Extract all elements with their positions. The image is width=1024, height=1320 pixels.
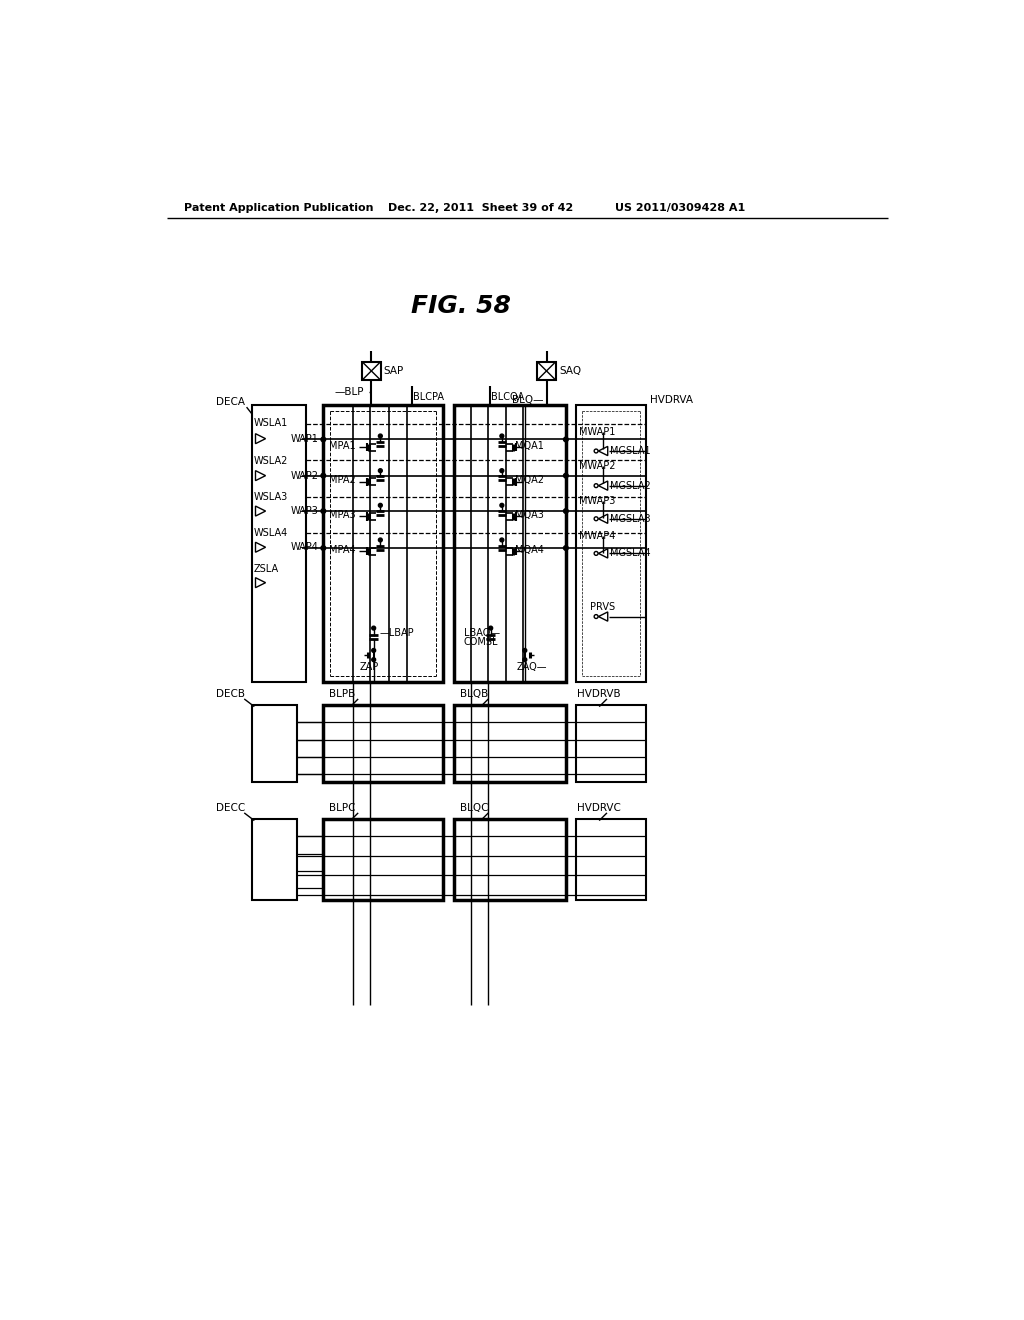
Text: WSLA3: WSLA3 xyxy=(254,492,288,502)
Text: DECA: DECA xyxy=(216,397,245,407)
Text: COMSL: COMSL xyxy=(464,638,498,647)
Text: WSLA4: WSLA4 xyxy=(254,528,288,539)
Text: US 2011/0309428 A1: US 2011/0309428 A1 xyxy=(614,203,744,213)
Text: MQA2: MQA2 xyxy=(515,475,545,486)
Text: WSLA2: WSLA2 xyxy=(254,455,288,466)
Text: SAQ: SAQ xyxy=(559,366,581,376)
Bar xyxy=(575,818,646,900)
Circle shape xyxy=(563,437,568,442)
Text: ZSLA: ZSLA xyxy=(254,564,279,574)
Circle shape xyxy=(500,469,504,473)
Bar xyxy=(252,818,297,900)
Bar xyxy=(324,705,442,781)
Circle shape xyxy=(500,539,504,543)
Bar xyxy=(252,405,306,682)
Text: WAP2: WAP2 xyxy=(291,471,318,480)
Circle shape xyxy=(379,503,382,507)
Text: WSLA1: WSLA1 xyxy=(254,418,288,428)
Bar xyxy=(575,705,646,781)
Text: MPA1: MPA1 xyxy=(330,441,356,450)
Text: MWAP1: MWAP1 xyxy=(579,426,615,437)
Bar xyxy=(454,705,566,781)
Bar xyxy=(324,818,442,900)
Text: DECC: DECC xyxy=(216,804,245,813)
Circle shape xyxy=(372,657,376,661)
Circle shape xyxy=(379,539,382,543)
Text: MPA2: MPA2 xyxy=(330,475,356,486)
Text: DECB: DECB xyxy=(216,689,245,700)
Circle shape xyxy=(500,434,504,438)
Text: MWAP2: MWAP2 xyxy=(579,462,615,471)
Text: WAP3: WAP3 xyxy=(291,506,318,516)
Circle shape xyxy=(372,626,376,630)
Text: PRVS: PRVS xyxy=(590,602,615,612)
Text: MQA1: MQA1 xyxy=(515,441,545,450)
Text: MGSLA2: MGSLA2 xyxy=(610,480,651,491)
Text: MGSLA3: MGSLA3 xyxy=(610,513,650,524)
Circle shape xyxy=(372,648,376,652)
Text: FIG. 58: FIG. 58 xyxy=(412,294,511,318)
Bar xyxy=(362,362,381,380)
Bar xyxy=(454,405,566,682)
Text: BLPB: BLPB xyxy=(330,689,355,700)
Circle shape xyxy=(488,626,493,630)
Text: MPA3: MPA3 xyxy=(330,510,356,520)
Text: MPA4: MPA4 xyxy=(330,545,356,554)
Text: —LBAP: —LBAP xyxy=(380,628,415,638)
Text: BLCQA: BLCQA xyxy=(492,392,524,403)
Circle shape xyxy=(321,508,326,513)
Text: Patent Application Publication: Patent Application Publication xyxy=(183,203,374,213)
Text: BLQB: BLQB xyxy=(460,689,488,700)
Circle shape xyxy=(321,437,326,442)
Text: BLCPA: BLCPA xyxy=(414,392,444,403)
Circle shape xyxy=(523,648,526,652)
Circle shape xyxy=(321,474,326,478)
Text: BLQC: BLQC xyxy=(460,804,488,813)
Circle shape xyxy=(563,474,568,478)
Bar xyxy=(324,405,442,682)
Text: HVDRVB: HVDRVB xyxy=(578,689,622,700)
Bar xyxy=(252,705,297,781)
Text: BLPC: BLPC xyxy=(330,804,356,813)
Text: MWAP3: MWAP3 xyxy=(579,496,615,506)
Bar xyxy=(538,362,556,380)
Circle shape xyxy=(563,508,568,513)
Bar xyxy=(575,405,646,682)
Text: ZAQ—: ZAQ— xyxy=(517,663,548,672)
Text: MGSLA1: MGSLA1 xyxy=(610,446,650,455)
Text: LBAQ—: LBAQ— xyxy=(464,628,500,638)
Circle shape xyxy=(379,434,382,438)
Text: MWAP4: MWAP4 xyxy=(579,531,615,541)
Text: MQA3: MQA3 xyxy=(515,510,545,520)
Text: —BLP: —BLP xyxy=(334,388,364,397)
Circle shape xyxy=(523,657,526,661)
Text: SAP: SAP xyxy=(384,366,404,376)
Bar xyxy=(454,818,566,900)
Circle shape xyxy=(321,545,326,550)
Text: HVDRVC: HVDRVC xyxy=(578,804,622,813)
Text: HVDRVA: HVDRVA xyxy=(649,395,692,405)
Circle shape xyxy=(500,503,504,507)
Text: MGSLA4: MGSLA4 xyxy=(610,548,650,558)
Text: Dec. 22, 2011  Sheet 39 of 42: Dec. 22, 2011 Sheet 39 of 42 xyxy=(388,203,572,213)
Text: MQA4: MQA4 xyxy=(515,545,545,554)
Text: BLQ—: BLQ— xyxy=(512,395,544,405)
Text: WAP4: WAP4 xyxy=(291,543,318,552)
Circle shape xyxy=(379,469,382,473)
Text: ZAP: ZAP xyxy=(359,663,379,672)
Circle shape xyxy=(563,545,568,550)
Text: WAP1: WAP1 xyxy=(291,434,318,444)
